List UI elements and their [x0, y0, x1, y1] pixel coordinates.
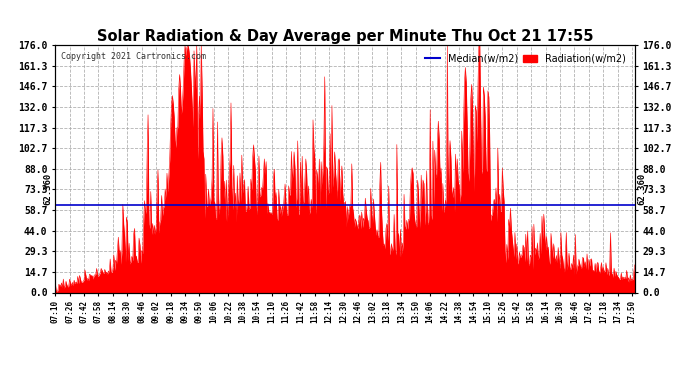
Text: Copyright 2021 Cartronics.com: Copyright 2021 Cartronics.com — [61, 53, 206, 62]
Text: 62.360: 62.360 — [43, 172, 52, 205]
Text: 62.360: 62.360 — [638, 172, 647, 205]
Legend: Median(w/m2), Radiation(w/m2): Median(w/m2), Radiation(w/m2) — [422, 50, 630, 68]
Title: Solar Radiation & Day Average per Minute Thu Oct 21 17:55: Solar Radiation & Day Average per Minute… — [97, 29, 593, 44]
